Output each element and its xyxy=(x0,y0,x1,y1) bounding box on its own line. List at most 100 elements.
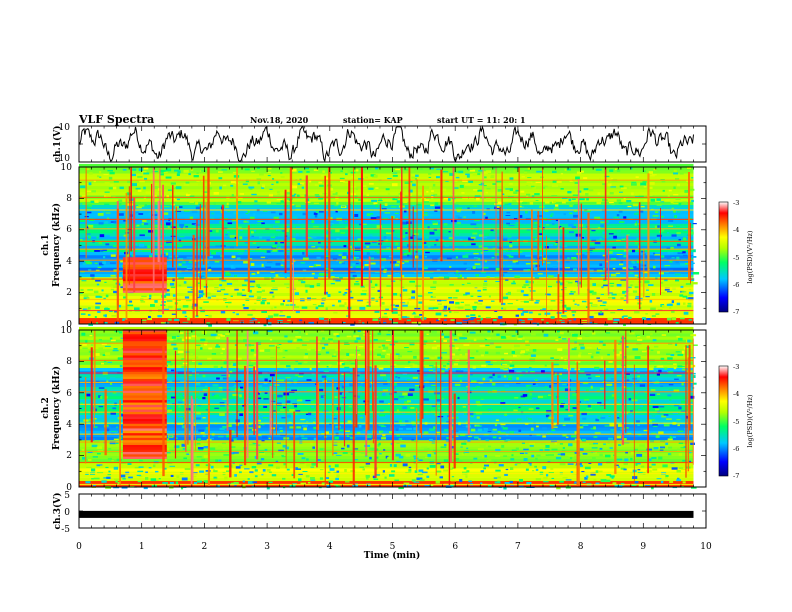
spectrogram-cell xyxy=(363,187,368,190)
spectrogram-cell xyxy=(677,243,681,247)
spectrogram-cell xyxy=(474,263,481,266)
spectrogram-cell xyxy=(365,463,371,465)
spectrogram-cell xyxy=(572,407,578,409)
spectrogram-cell xyxy=(468,435,472,438)
spectrogram-cell xyxy=(427,245,431,248)
spectrogram-cell xyxy=(558,336,561,339)
spectrogram-cell xyxy=(320,395,326,398)
spectrogram-band xyxy=(79,189,694,193)
spectrogram-cell xyxy=(278,344,282,345)
spectrogram-cell xyxy=(632,290,638,293)
spectrogram-cell xyxy=(391,470,396,473)
sferic-streak xyxy=(356,346,357,414)
spectrogram-cell xyxy=(385,455,389,459)
spectrogram-cell xyxy=(316,353,322,355)
spectrogram-cell xyxy=(653,169,657,171)
spectrogram-cell xyxy=(397,377,401,379)
spectrogram-cell xyxy=(598,462,603,466)
spectrogram-cell xyxy=(313,276,318,279)
spectrogram-band xyxy=(79,264,694,268)
spectrogram-cell xyxy=(79,292,84,294)
spectrogram-cell xyxy=(344,220,348,223)
spectrogram-cell xyxy=(466,470,470,473)
spectrogram-band xyxy=(79,395,694,400)
start-time-label: start UT = 11: 20: 1 xyxy=(437,115,526,125)
spectrogram-cell xyxy=(458,170,464,174)
spectrogram-cell xyxy=(215,459,218,463)
narrowband-line xyxy=(79,372,694,374)
spectrogram-cell xyxy=(520,290,524,293)
spectrogram-cell xyxy=(182,261,186,264)
spectrogram-cell xyxy=(394,263,400,267)
spectrogram-cell xyxy=(466,267,472,270)
spectrogram-cell xyxy=(503,486,507,490)
spectrogram-cell xyxy=(648,171,653,174)
spectrogram-cell xyxy=(339,429,344,432)
spectrogram-cell xyxy=(424,485,431,487)
spectrogram-cell xyxy=(198,182,203,186)
spectrogram-cell xyxy=(251,466,257,469)
spectrogram-cell xyxy=(537,215,543,218)
spectrogram-cell xyxy=(230,353,236,356)
spectrogram-cell xyxy=(362,185,367,187)
spectrogram-cell xyxy=(545,246,549,249)
axis-ticks xyxy=(78,125,707,529)
spectrogram-cell xyxy=(604,479,611,483)
feature-band xyxy=(122,276,167,279)
spectrogram-cell xyxy=(275,460,278,463)
spectrogram-cell xyxy=(525,344,530,346)
spectrogram-cell xyxy=(224,476,228,480)
spectrogram-cell xyxy=(671,467,678,470)
spectrogram-cell xyxy=(91,468,96,472)
sferic-streak xyxy=(284,189,287,273)
spectrogram-cell xyxy=(650,198,656,202)
spectrogram-cell xyxy=(690,275,694,277)
spectrogram-cell xyxy=(335,485,341,488)
spectrogram-cell xyxy=(334,436,339,440)
spectrogram-band xyxy=(79,339,694,343)
spectrogram-cell xyxy=(486,170,492,174)
spectrogram-cell xyxy=(269,193,273,197)
spectrogram-cell xyxy=(307,348,311,351)
spectrogram-cell xyxy=(454,435,459,437)
colorbar-label: log(PSD)(V²/Hz) xyxy=(746,394,754,447)
spectrogram-cell xyxy=(427,239,431,242)
spectrogram-cell xyxy=(637,469,641,471)
spectrogram-cell xyxy=(413,395,419,397)
spectrogram-band xyxy=(79,179,694,184)
spectrogram-cell xyxy=(421,347,427,349)
spectrogram-cell xyxy=(438,276,444,279)
spectrogram-cell xyxy=(488,410,493,412)
spectrogram-cell xyxy=(259,349,265,352)
spectrogram-cell xyxy=(542,308,546,311)
spectrogram-cell xyxy=(87,288,93,291)
spectrogram-cell xyxy=(163,308,169,310)
spectrogram-cell xyxy=(661,415,666,418)
narrowband-line xyxy=(79,209,694,211)
spectrogram-cell xyxy=(135,187,141,190)
spectrogram-cell xyxy=(106,380,109,383)
spectrogram-cell xyxy=(654,211,659,214)
spectrogram-cell xyxy=(93,440,100,443)
spectrogram-cell xyxy=(277,193,281,195)
spectrogram-cell xyxy=(444,443,447,447)
spectrogram-cell xyxy=(344,366,350,369)
spectrogram-cell xyxy=(516,289,523,292)
spectrogram-cell xyxy=(450,319,456,322)
spectrogram-cell xyxy=(477,303,483,305)
spectrogram-cell xyxy=(622,290,628,293)
spectrogram-cell xyxy=(257,220,264,222)
spectrogram-cell xyxy=(456,233,459,236)
spectrogram-cell xyxy=(340,399,343,403)
spectrogram-cell xyxy=(415,385,420,387)
spectrogram-cell xyxy=(673,194,679,196)
spectrogram-cell xyxy=(557,295,563,297)
spectrogram-cell xyxy=(132,168,137,171)
spectrogram-cell xyxy=(429,465,436,468)
spectrogram-cell xyxy=(286,365,291,368)
spectrogram-cell xyxy=(494,206,500,210)
spectrogram-cell xyxy=(441,299,447,302)
spectrogram-cell xyxy=(235,380,242,382)
spectrogram-cell xyxy=(520,300,526,303)
spectrogram-cell xyxy=(147,245,151,249)
